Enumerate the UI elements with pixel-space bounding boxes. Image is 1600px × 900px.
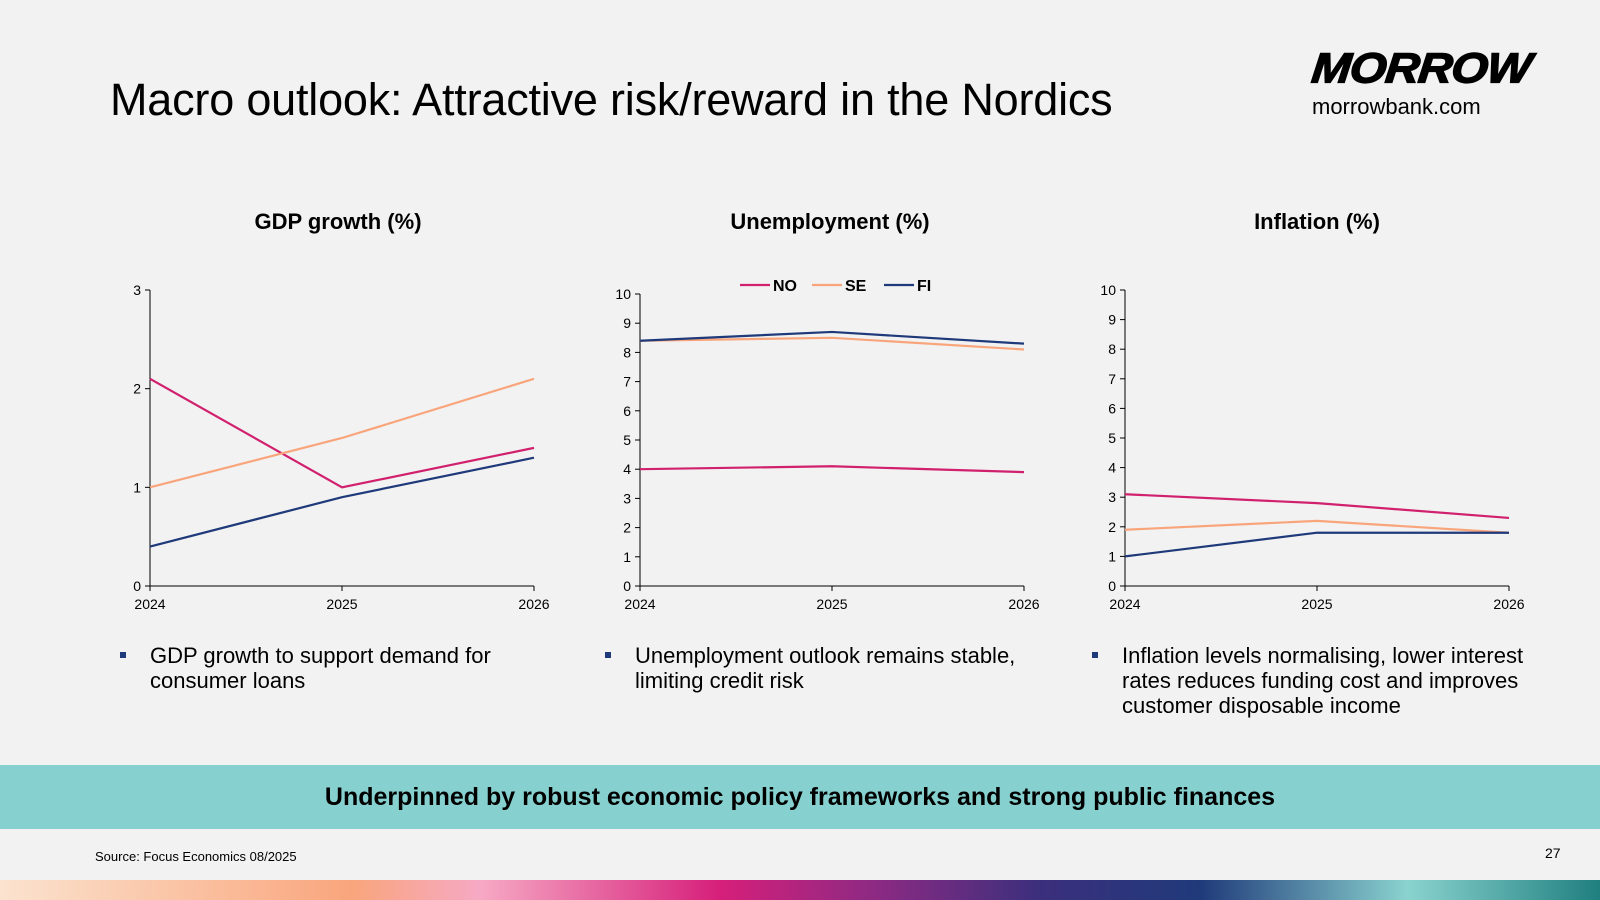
bullet-item-unemployment: Unemployment outlook remains stable, lim… <box>605 643 1075 693</box>
y-tick-label: 1 <box>1108 548 1116 564</box>
y-tick-label: 8 <box>1108 341 1116 357</box>
page-number: 27 <box>1545 845 1561 861</box>
logo-url: morrowbank.com <box>1312 94 1481 119</box>
y-tick-label: 3 <box>623 490 631 506</box>
x-tick-label: 2025 <box>1301 596 1332 612</box>
y-tick-label: 2 <box>623 520 631 536</box>
x-tick-label: 2025 <box>326 596 357 612</box>
morrow-logo: MORROW morrowbank.com <box>1309 43 1552 120</box>
bullet-text: Inflation levels normalising, lower inte… <box>1122 643 1524 718</box>
y-tick-label: 2 <box>133 381 141 397</box>
x-tick-label: 2025 <box>816 596 847 612</box>
bullet-item-inflation: Inflation levels normalising, lower inte… <box>1092 643 1542 718</box>
series-line-no <box>1124 493 1510 520</box>
legend-label-fi: FI <box>917 278 931 295</box>
unemployment-chart: 0 1 2 3 4 5 6 7 8 9 10 2024 2025 2026 NO SE FI <box>615 278 1039 612</box>
y-tick-label: 3 <box>133 282 141 298</box>
unemployment-chart-title: Unemployment (%) <box>730 209 930 234</box>
gdp-chart: 0 1 2 3 2024 2025 2026 <box>133 282 550 612</box>
y-tick-label: 3 <box>1108 489 1116 505</box>
footer-gradient-bar <box>0 880 1600 900</box>
x-tick-label: 2024 <box>134 596 165 612</box>
y-tick-label: 7 <box>1108 371 1116 387</box>
series-line-se <box>149 377 535 489</box>
y-tick-label: 0 <box>1108 578 1116 594</box>
y-tick-label: 5 <box>623 432 631 448</box>
y-tick-label: 0 <box>623 578 631 594</box>
bullet-marker <box>120 652 126 658</box>
y-tick-label: 10 <box>1100 282 1116 298</box>
series-line-no <box>639 465 1025 474</box>
y-tick-label: 6 <box>623 403 631 419</box>
series-line-no <box>149 377 535 489</box>
logo-wordmark: MORROW <box>1309 43 1534 92</box>
series-line-fi <box>1124 531 1509 558</box>
x-tick-label: 2024 <box>1109 596 1140 612</box>
y-tick-label: 1 <box>623 549 631 565</box>
legend-label-no: NO <box>773 278 797 295</box>
bullet-marker <box>1092 652 1098 658</box>
y-tick-label: 0 <box>133 578 141 594</box>
inflation-chart-title: Inflation (%) <box>1254 209 1380 234</box>
x-tick-label: 2026 <box>1008 596 1039 612</box>
x-tick-label: 2026 <box>1493 596 1524 612</box>
y-tick-label: 4 <box>623 461 631 477</box>
bullet-text: GDP growth to support demand for consume… <box>150 643 491 693</box>
y-tick-label: 9 <box>623 315 631 331</box>
series-line-fi <box>149 456 535 548</box>
series-line-se <box>1124 519 1510 534</box>
y-tick-label: 1 <box>133 479 141 495</box>
series-line-fi <box>639 330 1025 345</box>
series-line-se <box>639 336 1025 351</box>
y-tick-label: 10 <box>615 286 631 302</box>
y-tick-label: 6 <box>1108 400 1116 416</box>
summary-banner: Underpinned by robust economic policy fr… <box>0 765 1600 829</box>
bullet-marker <box>605 652 611 658</box>
banner-text: Underpinned by robust economic policy fr… <box>324 782 1276 811</box>
bullet-item-gdp: GDP growth to support demand for consume… <box>120 643 590 693</box>
y-tick-label: 5 <box>1108 430 1116 446</box>
x-tick-label: 2026 <box>518 596 549 612</box>
y-tick-label: 7 <box>623 374 631 390</box>
gdp-chart-title: GDP growth (%) <box>254 209 422 234</box>
legend-label-se: SE <box>845 278 867 295</box>
y-tick-label: 2 <box>1108 519 1116 535</box>
source-note: Source: Focus Economics 08/2025 <box>95 849 297 864</box>
page-title: Macro outlook: Attractive risk/reward in… <box>110 74 1113 125</box>
y-tick-label: 9 <box>1108 312 1116 328</box>
x-tick-label: 2024 <box>624 596 655 612</box>
y-tick-label: 8 <box>623 344 631 360</box>
bullet-text: Unemployment outlook remains stable, lim… <box>635 643 1016 693</box>
chart-legend: NO SE FI <box>740 278 931 295</box>
inflation-chart: 0 1 2 3 4 5 6 7 8 9 10 2024 2025 2026 <box>1100 282 1524 612</box>
y-tick-label: 4 <box>1108 460 1116 476</box>
